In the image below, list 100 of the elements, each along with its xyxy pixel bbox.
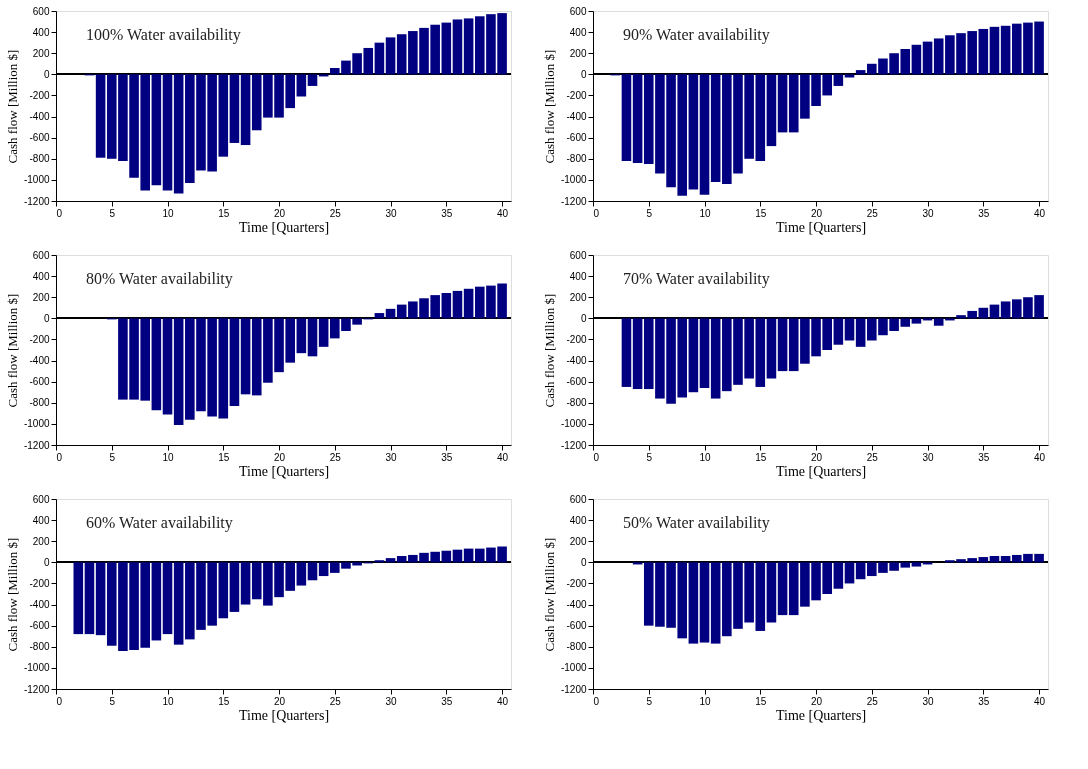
x-tick-label: 10 bbox=[162, 451, 175, 463]
x-tick-label: 40 bbox=[1034, 207, 1046, 219]
y-axis-title: Cash flow [Million $] bbox=[4, 293, 20, 408]
x-tick-label: 5 bbox=[646, 451, 653, 463]
y-tick-label: 200 bbox=[569, 291, 587, 303]
y-tick-label: -1200 bbox=[560, 195, 587, 207]
x-tick-label: 10 bbox=[699, 695, 712, 707]
x-tick-label: 35 bbox=[978, 695, 990, 707]
y-tick-label: 400 bbox=[569, 26, 587, 38]
y-tick-label: -600 bbox=[29, 376, 50, 388]
y-tick-label: -1200 bbox=[23, 683, 50, 695]
y-tick-label: -600 bbox=[29, 620, 50, 632]
y-tick-label: -1000 bbox=[560, 174, 587, 186]
y-tick-label: -1000 bbox=[23, 418, 50, 430]
y-tick-label: 600 bbox=[32, 493, 50, 505]
x-tick-label: 5 bbox=[646, 207, 653, 219]
annotation: 50% Water availability bbox=[623, 514, 770, 532]
y-tick-label: -1200 bbox=[23, 439, 50, 451]
y-axis-title: Cash flow [Million $] bbox=[541, 537, 557, 652]
x-axis-title: Time [Quarters] bbox=[238, 219, 330, 235]
annotation: 90% Water availability bbox=[623, 26, 770, 44]
x-tick-label: 10 bbox=[699, 207, 712, 219]
y-tick-label: -600 bbox=[29, 132, 50, 144]
y-tick-label: -1000 bbox=[23, 174, 50, 186]
x-tick-label: 35 bbox=[978, 451, 990, 463]
x-tick-label: 15 bbox=[218, 451, 230, 463]
y-tick-label: -800 bbox=[566, 641, 587, 653]
x-tick-label: 10 bbox=[162, 207, 175, 219]
y-tick-label: -800 bbox=[29, 153, 50, 165]
y-tick-label: -200 bbox=[29, 89, 50, 101]
x-tick-label: 5 bbox=[646, 695, 653, 707]
x-tick-label: 30 bbox=[385, 695, 398, 707]
x-tick-label: 15 bbox=[755, 451, 767, 463]
x-tick-label: 35 bbox=[978, 207, 990, 219]
y-tick-label: -400 bbox=[29, 111, 50, 123]
x-tick-label: 20 bbox=[273, 207, 286, 219]
x-tick-label: 5 bbox=[109, 207, 116, 219]
y-axis-title: Cash flow [Million $] bbox=[4, 49, 20, 164]
x-tick-label: 25 bbox=[329, 451, 342, 463]
y-tick-label: 400 bbox=[32, 270, 50, 282]
x-tick-label: 25 bbox=[866, 695, 879, 707]
x-tick-label: 40 bbox=[497, 451, 509, 463]
x-tick-label: 30 bbox=[385, 207, 398, 219]
x-tick-label: 40 bbox=[497, 207, 509, 219]
y-tick-label: -400 bbox=[566, 355, 587, 367]
x-tick-label: 25 bbox=[866, 207, 879, 219]
x-tick-label: 40 bbox=[497, 695, 509, 707]
y-tick-label: 200 bbox=[32, 535, 50, 547]
y-tick-label: -800 bbox=[29, 641, 50, 653]
y-tick-label: 0 bbox=[43, 556, 50, 568]
x-tick-label: 35 bbox=[441, 451, 453, 463]
y-tick-label: -1000 bbox=[23, 662, 50, 674]
y-tick-label: -400 bbox=[566, 111, 587, 123]
y-tick-label: 600 bbox=[32, 5, 50, 17]
x-tick-label: 25 bbox=[866, 451, 879, 463]
y-tick-label: -200 bbox=[566, 89, 587, 101]
y-tick-label: -800 bbox=[566, 153, 587, 165]
x-tick-label: 10 bbox=[699, 451, 712, 463]
y-tick-label: -400 bbox=[566, 599, 587, 611]
y-tick-label: -800 bbox=[566, 397, 587, 409]
x-tick-label: 10 bbox=[162, 695, 175, 707]
y-tick-label: 600 bbox=[569, 249, 587, 261]
annotation: 60% Water availability bbox=[86, 514, 233, 532]
x-tick-label: 40 bbox=[1034, 695, 1046, 707]
y-tick-label: -200 bbox=[566, 577, 587, 589]
x-tick-label: 25 bbox=[329, 695, 342, 707]
x-axis-title: Time [Quarters] bbox=[775, 463, 867, 479]
x-axis-title: Time [Quarters] bbox=[775, 707, 867, 723]
y-tick-label: 200 bbox=[32, 47, 50, 59]
y-tick-label: -400 bbox=[29, 355, 50, 367]
y-tick-label: 0 bbox=[43, 312, 50, 324]
x-tick-label: 30 bbox=[922, 695, 935, 707]
y-axis-title: Cash flow [Million $] bbox=[4, 537, 20, 652]
x-tick-label: 0 bbox=[593, 695, 600, 707]
x-tick-label: 5 bbox=[109, 695, 116, 707]
x-tick-label: 0 bbox=[56, 695, 63, 707]
y-tick-label: 200 bbox=[32, 291, 50, 303]
x-tick-label: 20 bbox=[273, 695, 286, 707]
x-tick-label: 15 bbox=[755, 695, 767, 707]
y-tick-label: 600 bbox=[569, 5, 587, 17]
x-tick-label: 30 bbox=[922, 207, 935, 219]
y-tick-label: -1200 bbox=[560, 439, 587, 451]
x-axis-title: Time [Quarters] bbox=[238, 463, 330, 479]
y-axis-title: Cash flow [Million $] bbox=[541, 49, 557, 164]
y-tick-label: 400 bbox=[32, 514, 50, 526]
x-tick-label: 30 bbox=[385, 451, 398, 463]
y-tick-label: 400 bbox=[32, 26, 50, 38]
y-tick-label: 200 bbox=[569, 535, 587, 547]
annotation: 100% Water availability bbox=[86, 26, 241, 44]
y-tick-label: 0 bbox=[43, 68, 50, 80]
x-tick-label: 30 bbox=[922, 451, 935, 463]
y-tick-label: -200 bbox=[566, 333, 587, 345]
y-tick-label: -600 bbox=[566, 376, 587, 388]
y-tick-label: -1200 bbox=[23, 195, 50, 207]
annotation: 80% Water availability bbox=[86, 270, 233, 288]
x-tick-label: 0 bbox=[56, 451, 63, 463]
y-tick-label: -1000 bbox=[560, 418, 587, 430]
y-tick-label: 600 bbox=[32, 249, 50, 261]
x-tick-label: 0 bbox=[593, 207, 600, 219]
y-tick-label: 400 bbox=[569, 270, 587, 282]
